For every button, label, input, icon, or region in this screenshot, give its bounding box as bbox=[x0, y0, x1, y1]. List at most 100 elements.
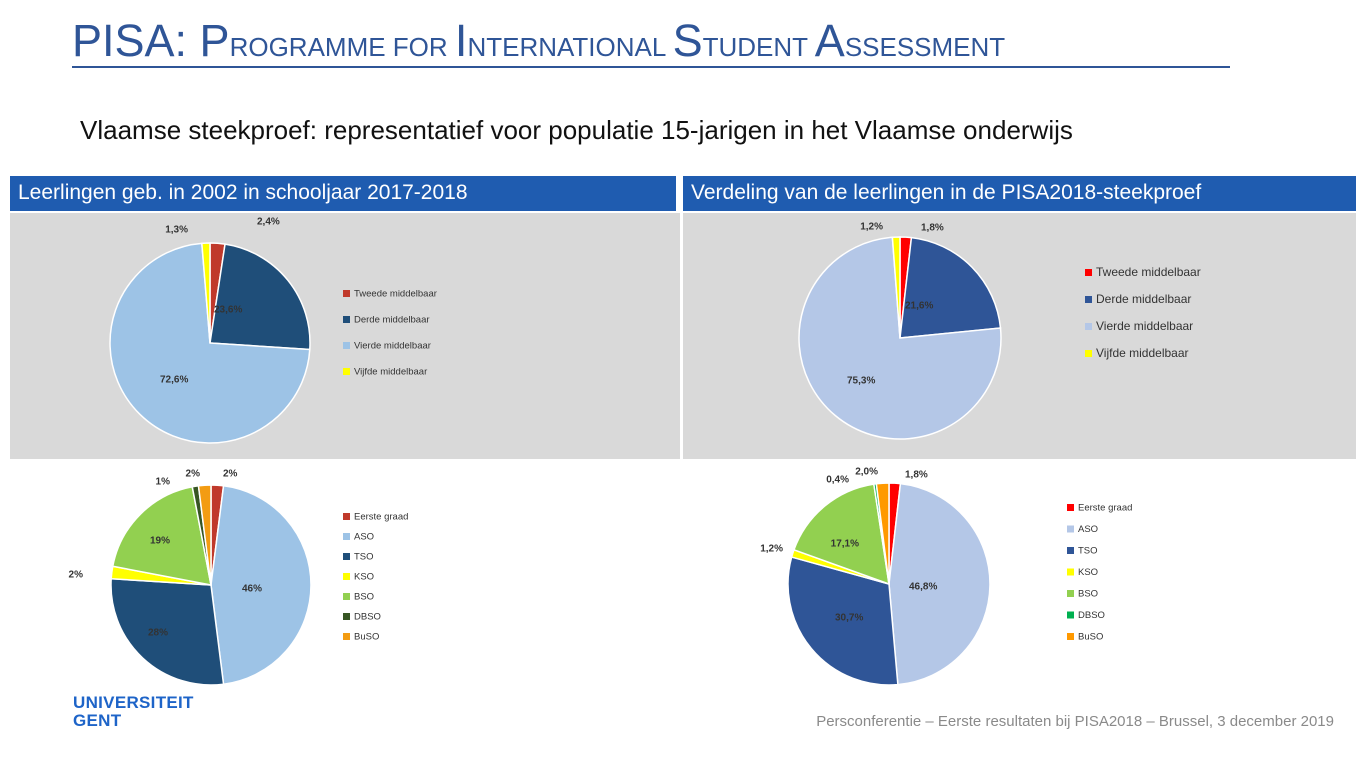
chart-track-population: 2% 46% 28% 2% 19% 1% 2% Eerste graad ASO TSO KSO BS… bbox=[10, 461, 680, 691]
legend-label: DBSO bbox=[1078, 610, 1105, 621]
slide-subtitle: Vlaamse steekproef: representatief voor … bbox=[80, 115, 1073, 145]
legend-swatch bbox=[1067, 504, 1074, 511]
legend-swatch bbox=[1067, 547, 1074, 554]
pie-slice bbox=[798, 236, 1002, 440]
pie-slice bbox=[888, 482, 991, 686]
legend-label: Tweede middelbaar bbox=[1096, 265, 1201, 279]
legend-swatch bbox=[343, 316, 350, 323]
slice-data-label: 1% bbox=[156, 477, 171, 488]
pie-slice bbox=[891, 236, 901, 339]
legend-label: Derde middelbaar bbox=[1096, 292, 1191, 306]
title-part: A bbox=[814, 15, 845, 66]
slice-data-label: 1,2% bbox=[860, 222, 883, 233]
pie-slice bbox=[111, 485, 212, 586]
logo-line2: GENT bbox=[73, 711, 122, 730]
pie-slice bbox=[110, 577, 225, 686]
slice-data-label: 30,7% bbox=[835, 613, 863, 624]
legend-swatch bbox=[1085, 269, 1092, 276]
legend-label: Derde middelbaar bbox=[354, 315, 430, 326]
legend-swatch bbox=[343, 533, 350, 540]
legend-swatch bbox=[1085, 296, 1092, 303]
header-left: Leerlingen geb. in 2002 in schooljaar 20… bbox=[10, 176, 676, 211]
legend-label: BSO bbox=[354, 592, 374, 603]
header-left-text: Leerlingen geb. in 2002 in schooljaar 20… bbox=[18, 181, 468, 204]
pie-chart-svg: 2% 46% 28% 2% 19% 1% 2% Eerste graad ASO TSO KSO BS… bbox=[69, 469, 408, 686]
title-part: SSESSMENT bbox=[844, 32, 1006, 62]
legend-label: BuSO bbox=[1078, 632, 1103, 643]
slice-data-label: 28% bbox=[148, 628, 168, 639]
title-underline bbox=[72, 66, 1230, 68]
slice-data-label: 19% bbox=[150, 536, 170, 547]
title-part: I bbox=[454, 15, 468, 66]
chart-track-sample: 1,8% 46,8% 30,7% 1,2% 17,1% 0,4% 2,0% Eerste gr… bbox=[683, 461, 1356, 691]
legend-label: Eerste graad bbox=[1078, 503, 1132, 514]
legend-label: TSO bbox=[354, 552, 374, 563]
legend-swatch bbox=[1067, 590, 1074, 597]
pie-slice bbox=[899, 236, 1002, 339]
slice-data-label: 1,8% bbox=[921, 223, 944, 234]
logo-line1: UNIVERSITEIT bbox=[73, 693, 194, 712]
header-right: Verdeling van de leerlingen in de PISA20… bbox=[683, 176, 1356, 211]
slice-data-label: 1,3% bbox=[165, 225, 188, 236]
title-part: ROGRAMME FOR bbox=[229, 32, 455, 62]
slice-data-label: 46,8% bbox=[909, 582, 937, 593]
legend-label: Vijfde middelbaar bbox=[354, 367, 427, 378]
pie-slice bbox=[787, 556, 899, 686]
slice-data-label: 72,6% bbox=[160, 375, 188, 386]
slice-data-label: 2% bbox=[186, 469, 201, 480]
slice-data-label: 21,6% bbox=[905, 301, 933, 312]
pie-slice bbox=[793, 483, 890, 586]
pie-slice bbox=[197, 484, 212, 586]
chart-grade-sample: 1,8% 21,6% 75,3% 1,2% Tweede middelbaar Derde… bbox=[683, 213, 1356, 459]
slice-data-label: 2,4% bbox=[257, 217, 280, 228]
slice-data-label: 2,0% bbox=[855, 467, 878, 478]
legend-swatch bbox=[343, 633, 350, 640]
legend-swatch bbox=[343, 290, 350, 297]
slice-data-label: 1,2% bbox=[760, 544, 783, 555]
legend-label: Vierde middelbaar bbox=[354, 341, 431, 352]
slice-data-label: 23,6% bbox=[214, 305, 242, 316]
pie-slice bbox=[875, 482, 890, 585]
legend-label: BSO bbox=[1078, 589, 1098, 600]
legend-swatch bbox=[343, 368, 350, 375]
legend-label: Tweede middelbaar bbox=[354, 289, 437, 300]
pie-slice bbox=[209, 243, 311, 351]
legend-swatch bbox=[1085, 323, 1092, 330]
legend-swatch bbox=[343, 613, 350, 620]
legend-label: KSO bbox=[1078, 567, 1098, 578]
legend-swatch bbox=[1067, 611, 1074, 619]
title-part: S bbox=[672, 15, 703, 66]
legend-label: Eerste graad bbox=[354, 512, 408, 523]
legend-swatch bbox=[1067, 525, 1074, 533]
title-part: NTERNATIONAL bbox=[467, 32, 673, 62]
legend-label: KSO bbox=[354, 572, 374, 583]
slide-title: PISA: PROGRAMME FOR INTERNATIONAL STUDEN… bbox=[72, 18, 1005, 63]
chart-grade-population: 2,4% 23,6% 72,6% 1,3% Tweede middelbaar Derde… bbox=[10, 213, 680, 459]
legend-swatch bbox=[343, 342, 350, 349]
legend-label: TSO bbox=[1078, 546, 1098, 557]
slice-data-label: 2% bbox=[223, 469, 238, 480]
pie-slice bbox=[109, 242, 311, 444]
pie-chart-svg: 2,4% 23,6% 72,6% 1,3% Tweede middelbaar Derde… bbox=[109, 217, 437, 444]
legend-swatch bbox=[1067, 568, 1074, 576]
slice-data-label: 75,3% bbox=[847, 376, 875, 387]
legend-label: BuSO bbox=[354, 632, 379, 643]
legend-label: DBSO bbox=[354, 612, 381, 623]
pie-chart-svg: 1,8% 46,8% 30,7% 1,2% 17,1% 0,4% 2,0% Eerste gr… bbox=[760, 467, 1132, 686]
footer-text: Persconferentie – Eerste resultaten bij … bbox=[816, 713, 1334, 730]
legend-label: Vierde middelbaar bbox=[1096, 319, 1193, 333]
university-logo: UNIVERSITEIT GENT bbox=[73, 694, 194, 730]
slice-data-label: 2% bbox=[69, 570, 84, 581]
legend-label: ASO bbox=[1078, 524, 1098, 535]
title-part: PISA: P bbox=[72, 15, 230, 66]
legend-label: Vijfde middelbaar bbox=[1096, 346, 1189, 360]
legend-label: ASO bbox=[354, 532, 374, 543]
slice-data-label: 0,4% bbox=[826, 475, 849, 486]
legend-swatch bbox=[343, 513, 350, 520]
legend-swatch bbox=[343, 553, 350, 560]
legend-swatch bbox=[1085, 350, 1092, 357]
pie-slice bbox=[210, 484, 312, 686]
slice-data-label: 1,8% bbox=[905, 470, 928, 481]
pie-slice bbox=[201, 242, 211, 344]
slice-data-label: 46% bbox=[242, 584, 262, 595]
